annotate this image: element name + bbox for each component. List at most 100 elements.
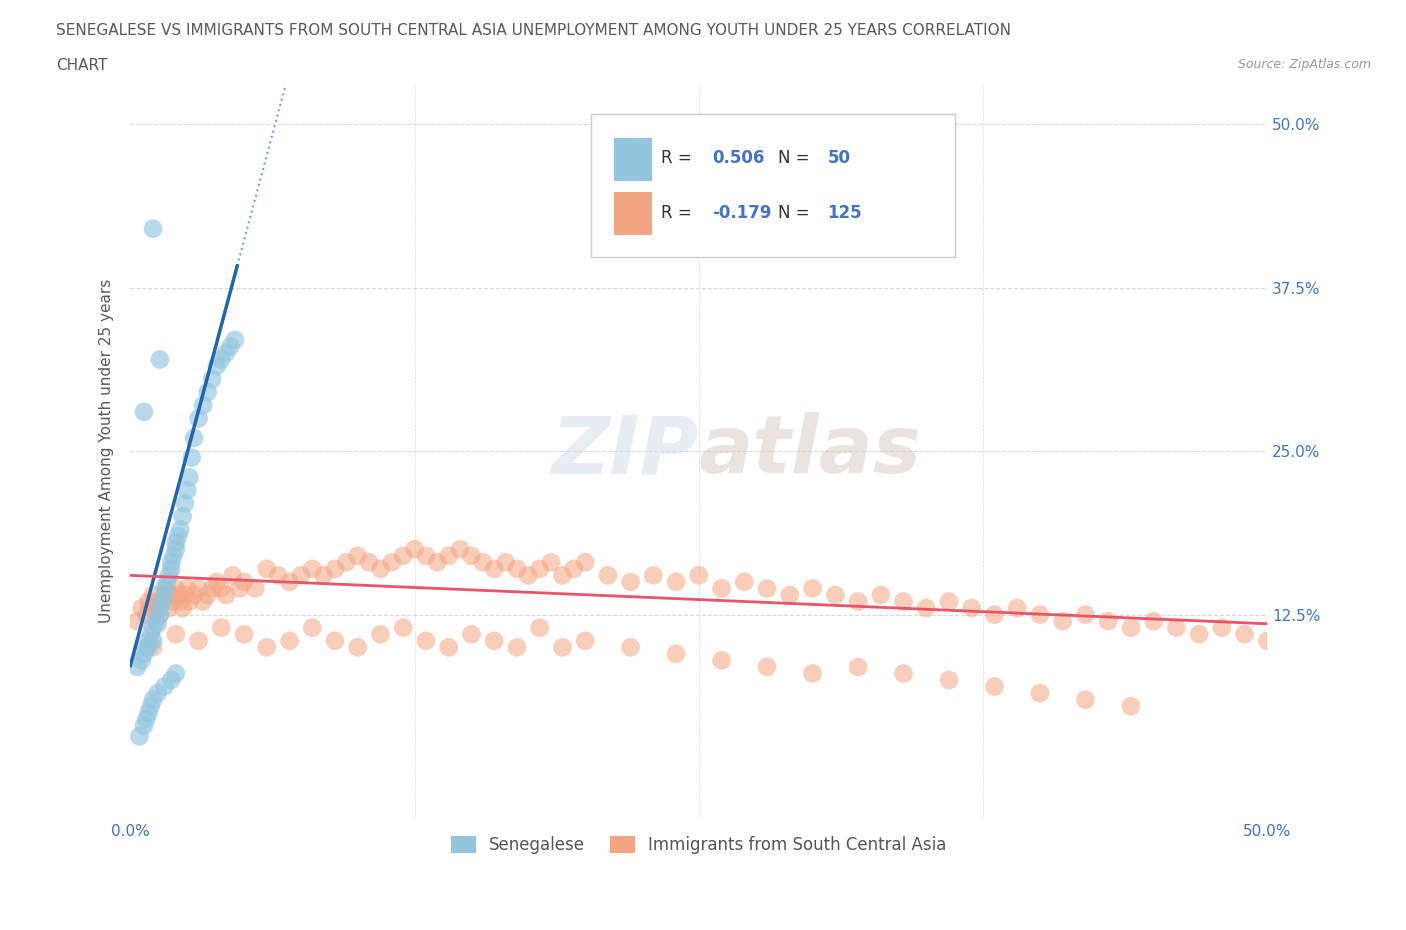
Point <box>529 562 551 577</box>
Point <box>392 620 415 635</box>
Legend: Senegalese, Immigrants from South Central Asia: Senegalese, Immigrants from South Centra… <box>444 829 953 860</box>
Point <box>191 594 214 609</box>
Point <box>517 568 540 583</box>
Text: -0.179: -0.179 <box>713 204 772 222</box>
Point <box>1029 685 1052 700</box>
Point <box>1143 614 1166 629</box>
Point <box>139 601 162 616</box>
Point <box>404 542 426 557</box>
Text: N =: N = <box>779 204 815 222</box>
Point <box>1052 614 1074 629</box>
Point <box>132 405 155 419</box>
Point <box>153 588 176 603</box>
Point <box>169 522 191 537</box>
Point <box>172 601 194 616</box>
Point <box>983 679 1005 694</box>
Point <box>150 594 173 609</box>
Point <box>174 588 197 603</box>
Point <box>156 575 179 590</box>
Point <box>209 581 232 596</box>
Point <box>187 633 209 648</box>
Point <box>620 640 643 655</box>
Text: R =: R = <box>661 204 697 222</box>
Point <box>169 594 191 609</box>
Point <box>359 555 381 570</box>
Point <box>131 601 153 616</box>
Point <box>127 659 149 674</box>
Point <box>710 581 733 596</box>
Point <box>370 562 392 577</box>
Point <box>201 372 224 387</box>
Point <box>228 581 250 596</box>
Point <box>153 581 176 596</box>
Point <box>176 581 198 596</box>
Point <box>278 575 301 590</box>
Point <box>165 536 187 551</box>
Point <box>143 594 166 609</box>
Point <box>665 575 688 590</box>
Point <box>471 555 494 570</box>
Point <box>215 346 238 361</box>
Point <box>893 594 915 609</box>
Point <box>1074 692 1097 707</box>
Point <box>149 601 172 616</box>
Point <box>460 627 482 642</box>
Point <box>162 549 184 564</box>
Point <box>846 659 869 674</box>
Point <box>256 562 278 577</box>
Point <box>142 640 165 655</box>
Point <box>574 555 596 570</box>
Point <box>191 398 214 413</box>
Point <box>415 549 437 564</box>
Point <box>135 640 157 655</box>
Point <box>938 594 960 609</box>
Point <box>153 588 176 603</box>
Point <box>205 575 228 590</box>
Point <box>221 568 243 583</box>
Point <box>146 685 169 700</box>
Point <box>346 640 368 655</box>
Point <box>172 509 194 524</box>
Text: CHART: CHART <box>56 58 108 73</box>
Point <box>160 555 183 570</box>
Point <box>540 555 562 570</box>
Point <box>209 352 232 367</box>
Point <box>335 555 357 570</box>
Point <box>426 555 449 570</box>
Point <box>165 666 187 681</box>
Point <box>437 549 460 564</box>
Point <box>688 568 710 583</box>
Point <box>233 575 256 590</box>
Point <box>245 581 267 596</box>
Point <box>215 588 238 603</box>
Point <box>128 729 150 744</box>
Point <box>323 562 346 577</box>
Text: ZIP: ZIP <box>551 412 699 490</box>
Point <box>620 575 643 590</box>
Point <box>1166 620 1188 635</box>
Text: SENEGALESE VS IMMIGRANTS FROM SOUTH CENTRAL ASIA UNEMPLOYMENT AMONG YOUTH UNDER : SENEGALESE VS IMMIGRANTS FROM SOUTH CENT… <box>56 23 1011 38</box>
Point <box>1097 614 1119 629</box>
Text: Source: ZipAtlas.com: Source: ZipAtlas.com <box>1237 58 1371 71</box>
Point <box>551 640 574 655</box>
Point <box>1119 698 1142 713</box>
Point <box>1211 620 1233 635</box>
Point <box>209 620 232 635</box>
Y-axis label: Unemployment Among Youth under 25 years: Unemployment Among Youth under 25 years <box>100 279 114 623</box>
Point <box>149 352 172 367</box>
Point <box>846 594 869 609</box>
Point <box>983 607 1005 622</box>
Point <box>142 588 165 603</box>
FancyBboxPatch shape <box>591 114 955 257</box>
Point <box>801 581 824 596</box>
Point <box>665 646 688 661</box>
Point <box>733 575 755 590</box>
Point <box>197 588 219 603</box>
Point <box>224 332 246 347</box>
Point <box>301 620 323 635</box>
Point <box>1233 627 1256 642</box>
Point <box>370 627 392 642</box>
Point <box>132 718 155 733</box>
Point <box>153 679 176 694</box>
FancyBboxPatch shape <box>613 192 652 235</box>
